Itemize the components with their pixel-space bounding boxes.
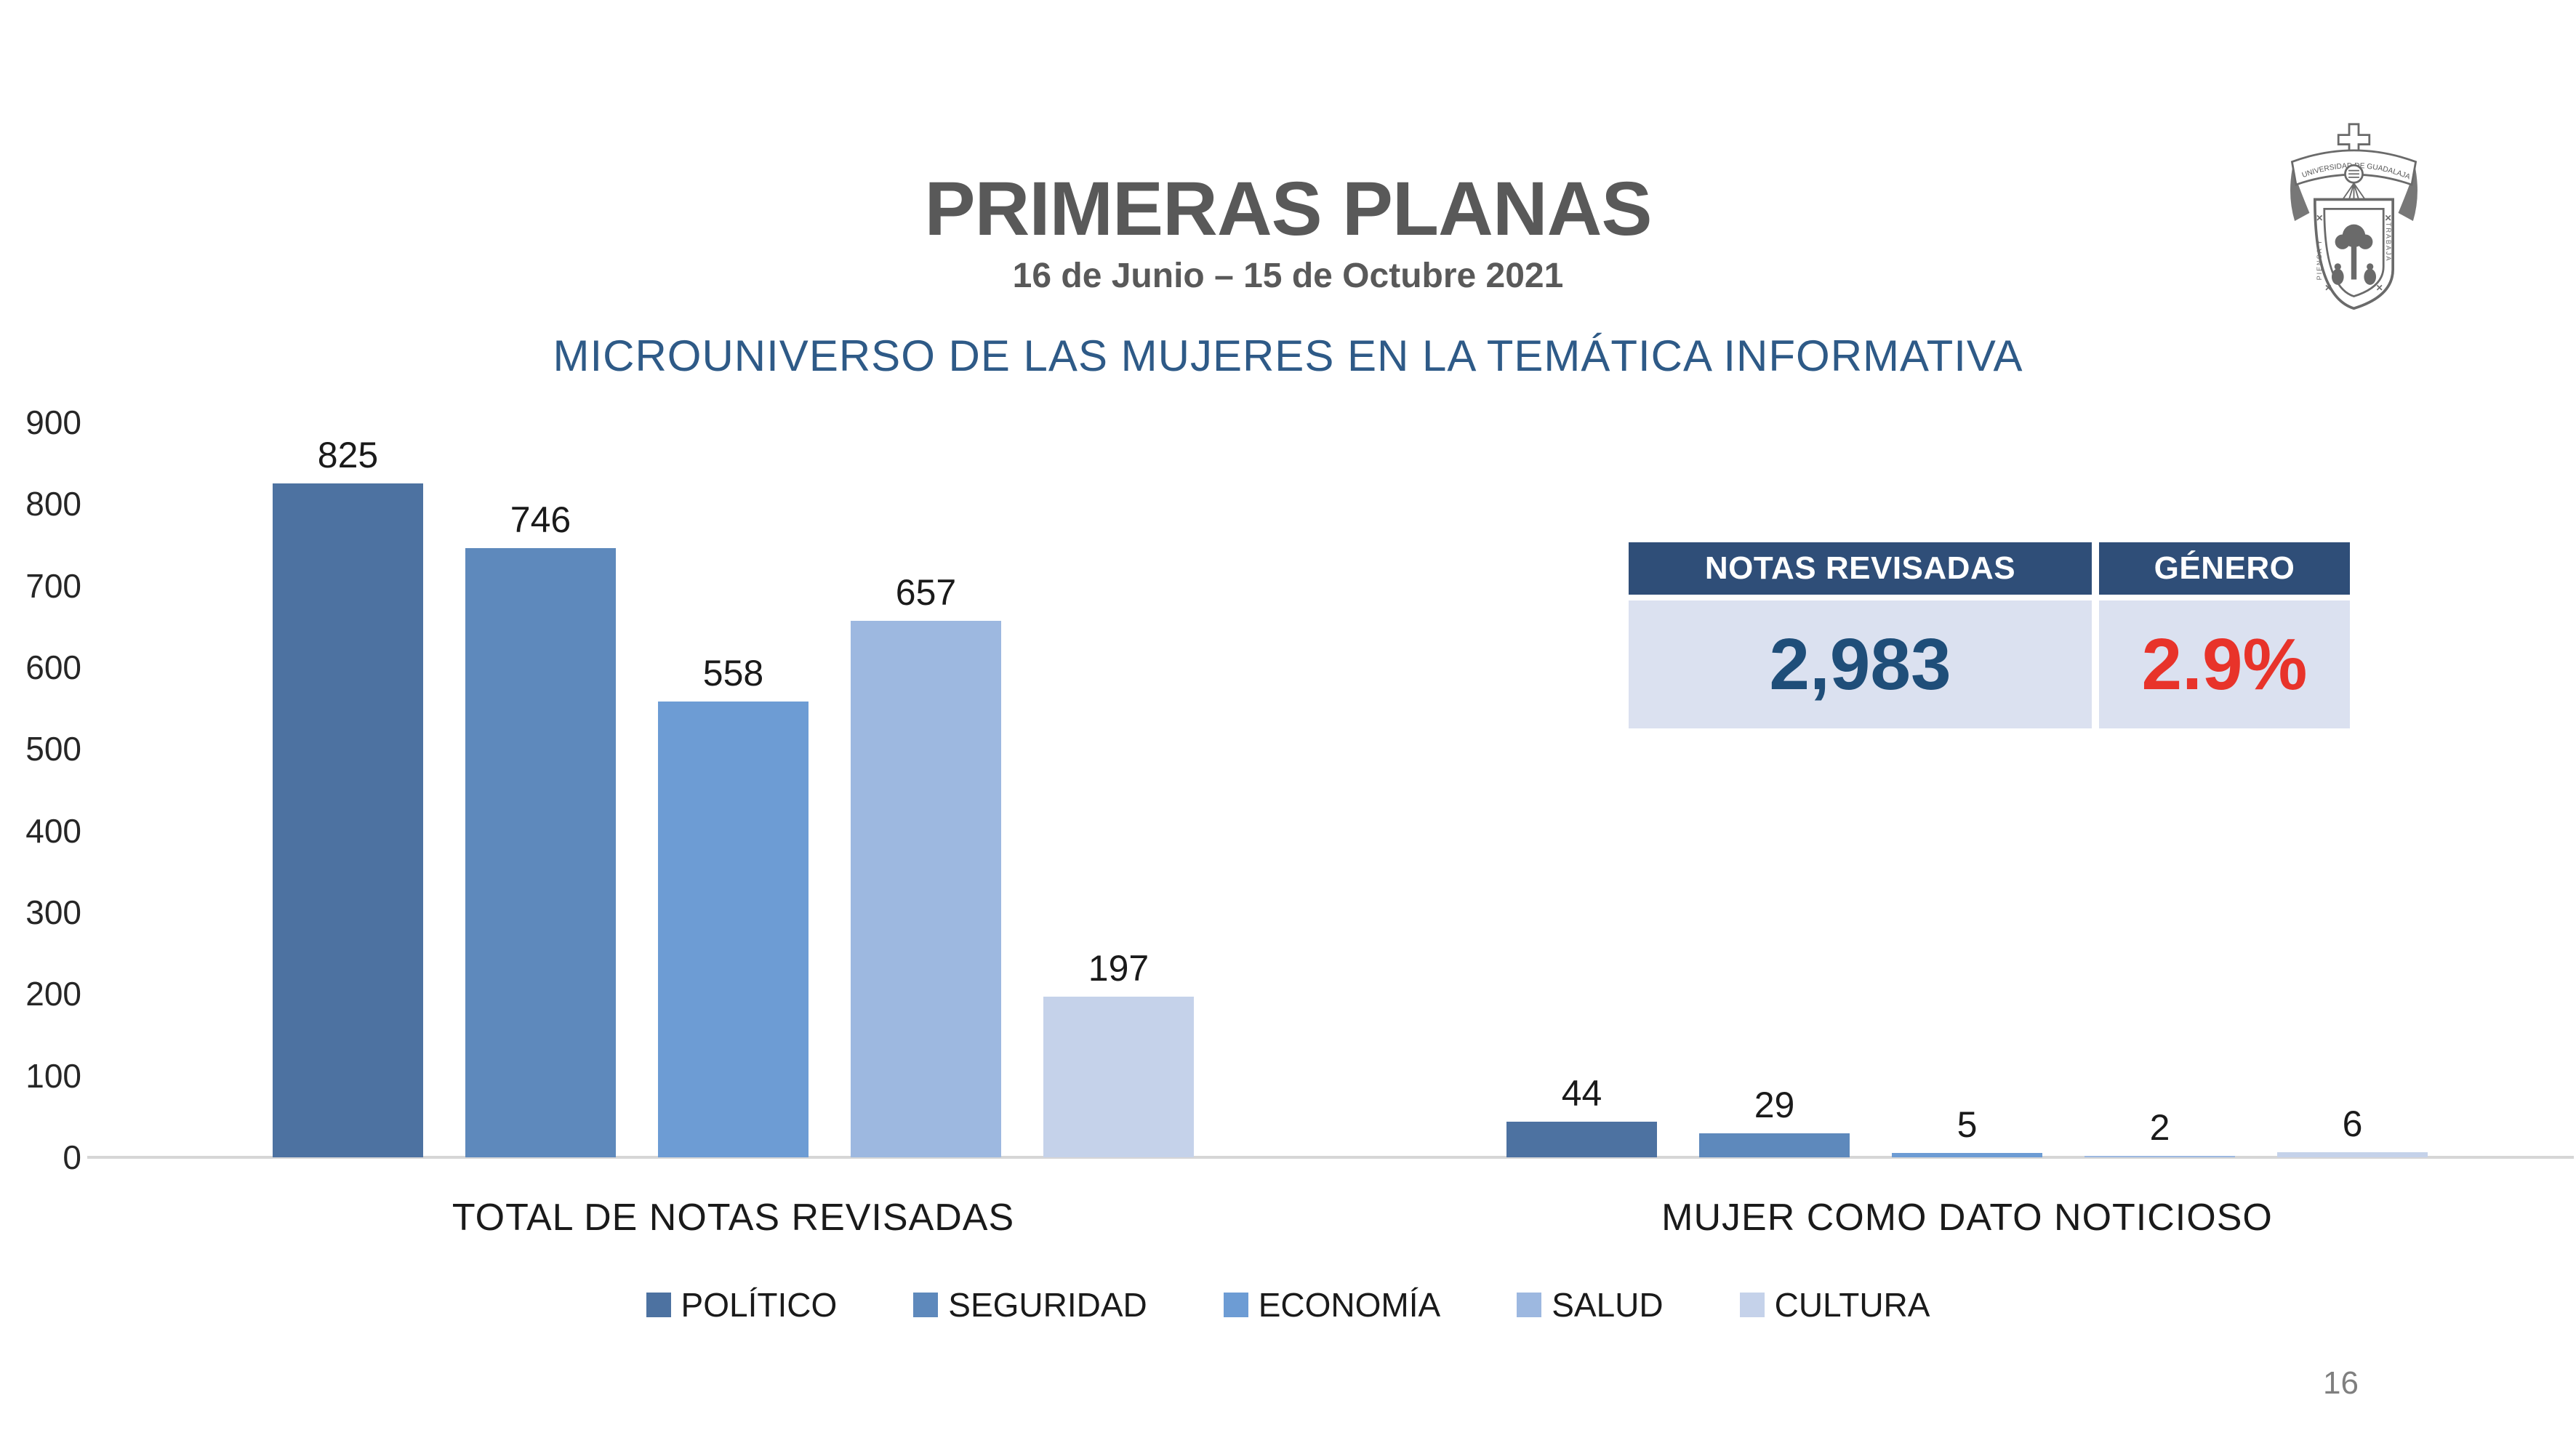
legend-item-cultura: CULTURA [1739,1285,1930,1325]
crest-tree-and-lions [2331,224,2377,285]
bar-cultura-0 [1043,997,1194,1157]
date-range: 16 de Junio – 15 de Octubre 2021 [1012,257,1564,295]
bar-seguridad-0 [465,548,616,1157]
y-axis-tick-label: 900 [25,403,81,441]
bar-value-label: 825 [317,435,379,475]
bar-value-label: 558 [702,653,764,694]
y-axis-tick-label: 100 [25,1056,81,1095]
notas-revisadas-value: 2,983 [1629,600,2092,728]
bar-value-label: 2 [2149,1107,2170,1148]
crest-motto-right: TRABAJA [2385,222,2392,262]
legend-label: SALUD [1552,1286,1664,1324]
category-label-mujer-como-dato-noticioso: MUJER COMO DATO NOTICIOSO [1661,1197,2273,1239]
legend-label: SEGURIDAD [948,1286,1147,1324]
y-axis-tick-label: 300 [25,893,81,931]
bar-value-label: 5 [1957,1104,1978,1145]
svg-text:✕: ✕ [2385,213,2392,223]
crest-friar-face-lines [2348,169,2359,178]
y-axis-tick-label: 800 [25,485,81,523]
category-label-total-de-notas-revisadas: TOTAL DE NOTAS REVISADAS [452,1197,1015,1239]
legend-color-swatch [646,1293,671,1317]
crest-rays [2341,182,2367,203]
bar-column-salud-1: 2 [2085,1107,2235,1157]
legend-item-seguridad: SEGURIDAD [913,1285,1147,1325]
bar-column-cultura-0: 197 [1043,948,1194,1157]
bar-value-label: 197 [1088,948,1149,989]
universidad-de-guadalajara-logo: UNIVERSIDAD DE GUADALAJARA ✕✕ ✕✕ PIENSA … [2287,115,2417,310]
summary-table: NOTAS REVISADAS GÉNERO 2,983 2.9% [1629,542,2350,728]
bar-salud-0 [851,621,1001,1157]
legend-label: CULTURA [1774,1286,1930,1324]
bar-economia-0 [658,702,808,1157]
crest-x-marks: ✕ ✕ ✕ ✕ [2316,213,2391,293]
bar-column-economia-0: 558 [658,653,808,1157]
svg-text:✕: ✕ [2376,283,2383,293]
y-axis-tick-label: 200 [25,975,81,1013]
legend-color-swatch [1739,1293,1765,1317]
bar-column-cultura-1: 6 [2277,1104,2428,1157]
legend-item-politico: POLÍTICO [646,1285,838,1325]
bar-value-label: 746 [510,499,571,540]
bar-politico-1 [1506,1122,1657,1157]
legend-item-salud: SALUD [1517,1285,1664,1325]
bar-column-seguridad-1: 29 [1699,1085,1850,1157]
bar-column-salud-0: 657 [851,572,1001,1157]
y-axis-tick-label: 500 [25,730,81,768]
legend-item-economia: ECONOMÍA [1223,1285,1441,1325]
legend-color-swatch [1517,1293,1542,1317]
legend-label: ECONOMÍA [1258,1286,1441,1324]
svg-text:✕: ✕ [2324,283,2332,293]
chart-legend: POLÍTICO SEGURIDAD ECONOMÍA SALUD CULTURA [0,1285,2576,1325]
x-axis-line [87,1156,2574,1159]
bar-column-politico-0: 825 [273,435,423,1157]
bar-politico-0 [273,483,423,1157]
legend-color-swatch [1223,1293,1248,1317]
bar-group-total-de-notas-revisadas: 825 746 558 657 197 [273,0,1194,1157]
legend-color-swatch [913,1293,939,1317]
bar-column-economia-1: 5 [1892,1104,2042,1157]
bar-salud-1 [2085,1156,2235,1157]
bar-column-politico-1: 44 [1506,1073,1657,1157]
bar-value-label: 6 [2342,1104,2363,1144]
y-axis-tick-label: 600 [25,648,81,686]
page-title: PRIMERAS PLANAS [924,166,1652,252]
y-axis-tick-label: 700 [25,566,81,605]
table-header-notas-revisadas: NOTAS REVISADAS [1629,542,2092,595]
y-axis-tick-label: 400 [25,811,81,850]
chart-title: MICROUNIVERSO DE LAS MUJERES EN LA TEMÁT… [553,331,2023,380]
bar-value-label: 44 [1561,1073,1602,1114]
genero-value: 2.9% [2099,600,2350,728]
legend-label: POLÍTICO [681,1286,838,1324]
page-number: 16 [2323,1365,2359,1401]
y-axis-tick-label: 0 [63,1138,81,1176]
bar-economia-1 [1892,1153,2042,1157]
crest-motto-left: PIENSA Y [2316,239,2323,281]
bar-cultura-1 [2277,1152,2428,1157]
table-header-genero: GÉNERO [2099,542,2350,595]
bar-value-label: 29 [1754,1085,1795,1125]
svg-text:✕: ✕ [2316,213,2323,223]
bar-seguridad-1 [1699,1133,1850,1157]
bar-group-mujer-como-dato-noticioso: 44 29 5 2 6 [1506,0,2428,1157]
bar-value-label: 657 [895,572,957,613]
bar-column-seguridad-0: 746 [465,499,616,1157]
